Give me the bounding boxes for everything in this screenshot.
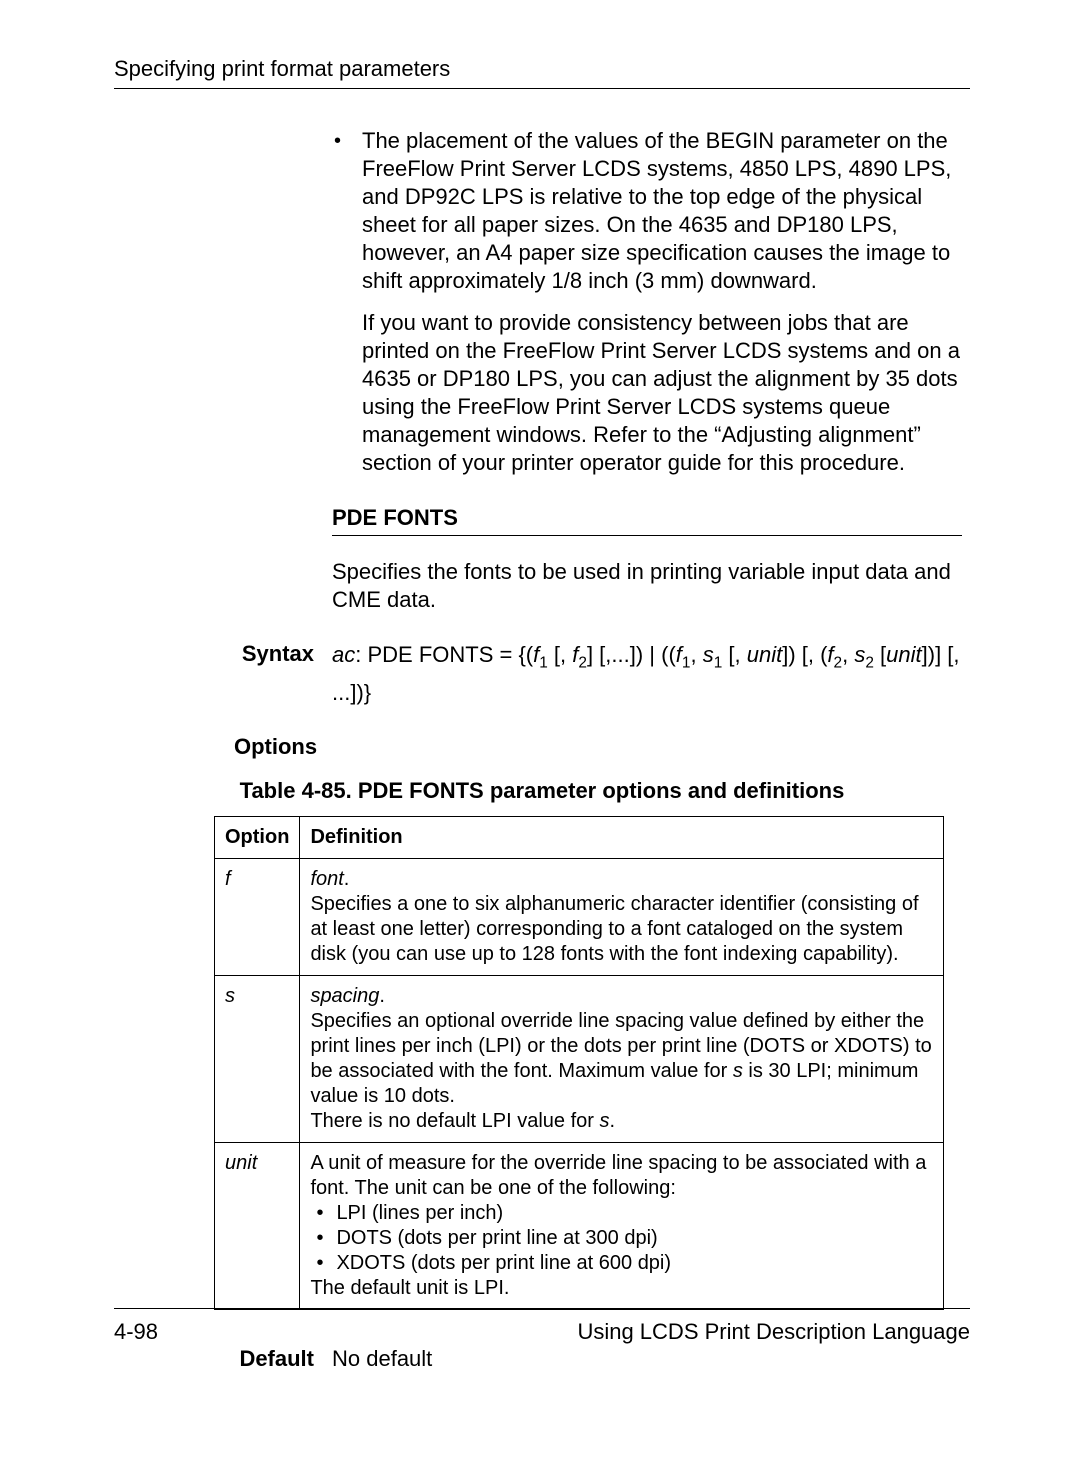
def-unit: A unit of measure for the override line … — [300, 1143, 944, 1310]
unit-bullet-list: •LPI (lines per inch) •DOTS (dots per pr… — [310, 1201, 933, 1276]
bullet-icon: • — [310, 1201, 336, 1226]
note-continuation: If you want to provide consistency betwe… — [362, 309, 962, 477]
unit-b3: XDOTS (dots per print line at 600 dpi) — [336, 1251, 671, 1276]
syntax-ac: ac — [332, 642, 355, 667]
th-definition: Definition — [300, 817, 944, 859]
def-body-s3a: There is no default LPI value for — [310, 1110, 599, 1132]
def-term-spacing: spacing — [310, 985, 379, 1007]
table-header-row: Option Definition — [215, 817, 944, 859]
table-row: unit A unit of measure for the override … — [215, 1143, 944, 1310]
table-row: s spacing. Specifies an optional overrid… — [215, 976, 944, 1143]
options-label: Options — [234, 734, 970, 760]
running-header: Specifying print format parameters — [114, 56, 970, 89]
syntax-body: ac: PDE FONTS = {(f1 [, f2] [,...]) | ((… — [332, 640, 970, 708]
options-table: Option Definition f font. Specifies a on… — [214, 816, 944, 1310]
def-svar: s — [733, 1060, 743, 1082]
th-option: Option — [215, 817, 300, 859]
opt-f: f — [215, 859, 300, 976]
list-item: •DOTS (dots per print line at 300 dpi) — [310, 1226, 933, 1251]
list-item: •XDOTS (dots per print line at 600 dpi) — [310, 1251, 933, 1276]
syntax-unit2: unit — [886, 642, 921, 667]
opt-unit: unit — [215, 1143, 300, 1310]
table-row: f font. Specifies a one to six alphanume… — [215, 859, 944, 976]
bullet-icon: • — [332, 127, 362, 295]
bullet-icon: • — [310, 1251, 336, 1276]
def-body-s3b: . — [610, 1110, 616, 1132]
def-f: font. Specifies a one to six alphanumeri… — [300, 859, 944, 976]
default-value: No default — [332, 1346, 970, 1372]
footer-title: Using LCDS Print Description Language — [577, 1319, 970, 1345]
bullet-text: The placement of the values of the BEGIN… — [362, 127, 962, 295]
def-unit-lead: A unit of measure for the override line … — [310, 1152, 926, 1199]
default-label: Default — [234, 1346, 332, 1372]
default-row: Default No default — [234, 1346, 970, 1372]
table-caption: Table 4-85. PDE FONTS parameter options … — [114, 778, 970, 804]
syntax-label: Syntax — [234, 640, 332, 708]
def-unit-tail: The default unit is LPI. — [310, 1277, 509, 1299]
unit-b2: DOTS (dots per print line at 300 dpi) — [336, 1226, 657, 1251]
def-term-font: font — [310, 868, 343, 890]
note-bullet-begin-placement: • The placement of the values of the BEG… — [332, 127, 962, 295]
syntax-s2: s — [854, 642, 865, 667]
syntax-unit1: unit — [747, 642, 782, 667]
def-s: spacing. Specifies an optional override … — [300, 976, 944, 1143]
def-body-f: Specifies a one to six alphanumeric char… — [310, 893, 918, 965]
section-intro: Specifies the fonts to be used in printi… — [332, 558, 962, 614]
list-item: •LPI (lines per inch) — [310, 1201, 933, 1226]
section-heading-pde-fonts: PDE FONTS — [332, 505, 962, 536]
syntax-row: Syntax ac: PDE FONTS = {(f1 [, f2] [,...… — [234, 640, 970, 708]
opt-s: s — [215, 976, 300, 1143]
page-footer: 4-98 Using LCDS Print Description Langua… — [114, 1308, 970, 1345]
unit-b1: LPI (lines per inch) — [336, 1201, 503, 1226]
footer-page-number: 4-98 — [114, 1319, 158, 1345]
syntax-prefix: : PDE FONTS = {( — [355, 642, 533, 667]
def-svar2: s — [600, 1110, 610, 1132]
bullet-icon: • — [310, 1226, 336, 1251]
syntax-s1: s — [703, 642, 714, 667]
